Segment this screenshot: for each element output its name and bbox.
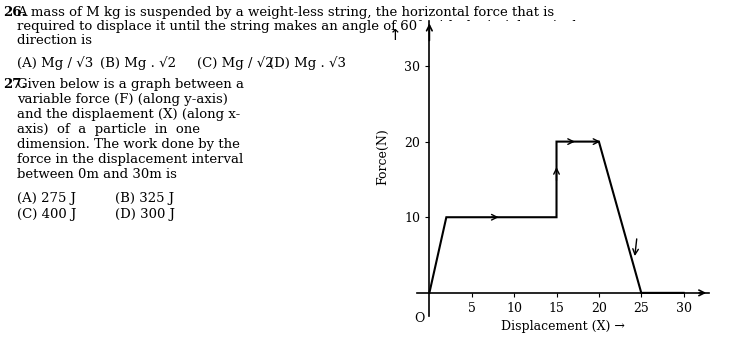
Text: (D) Mg . √3: (D) Mg . √3 bbox=[269, 56, 346, 70]
Text: (C) 400 J: (C) 400 J bbox=[18, 208, 77, 221]
Text: (A) Mg / √3: (A) Mg / √3 bbox=[18, 56, 94, 70]
Text: A mass of M kg is suspended by a weight-less string, the horizontal force that i: A mass of M kg is suspended by a weight-… bbox=[18, 6, 554, 19]
Text: (A) 275 J: (A) 275 J bbox=[18, 192, 76, 205]
Text: (B) 325 J: (B) 325 J bbox=[115, 192, 174, 205]
Text: Force(N): Force(N) bbox=[376, 128, 390, 185]
Text: axis)  of  a  particle  in  one: axis) of a particle in one bbox=[18, 123, 200, 136]
Text: variable force (F) (along y-axis): variable force (F) (along y-axis) bbox=[18, 93, 228, 106]
Text: 26.: 26. bbox=[4, 6, 27, 19]
Text: required to displace it until the string makes an angle of 60° with the intial v: required to displace it until the string… bbox=[18, 20, 585, 33]
Text: O: O bbox=[414, 312, 425, 325]
Text: ↑: ↑ bbox=[389, 28, 402, 43]
Text: (C) Mg / √2: (C) Mg / √2 bbox=[197, 56, 274, 70]
X-axis label: Displacement (X) →: Displacement (X) → bbox=[501, 320, 625, 333]
Text: dimension. The work done by the: dimension. The work done by the bbox=[18, 138, 240, 151]
Text: and the displaement (X) (along x-: and the displaement (X) (along x- bbox=[18, 108, 240, 121]
Text: (D) 300 J: (D) 300 J bbox=[115, 208, 175, 221]
Text: between 0m and 30m is: between 0m and 30m is bbox=[18, 168, 177, 181]
Text: 27.: 27. bbox=[4, 78, 27, 91]
Text: direction is: direction is bbox=[18, 34, 92, 47]
Text: Given below is a graph between a: Given below is a graph between a bbox=[18, 78, 244, 91]
Text: force in the displacement interval: force in the displacement interval bbox=[18, 153, 243, 166]
Text: (B) Mg . √2: (B) Mg . √2 bbox=[100, 56, 176, 70]
